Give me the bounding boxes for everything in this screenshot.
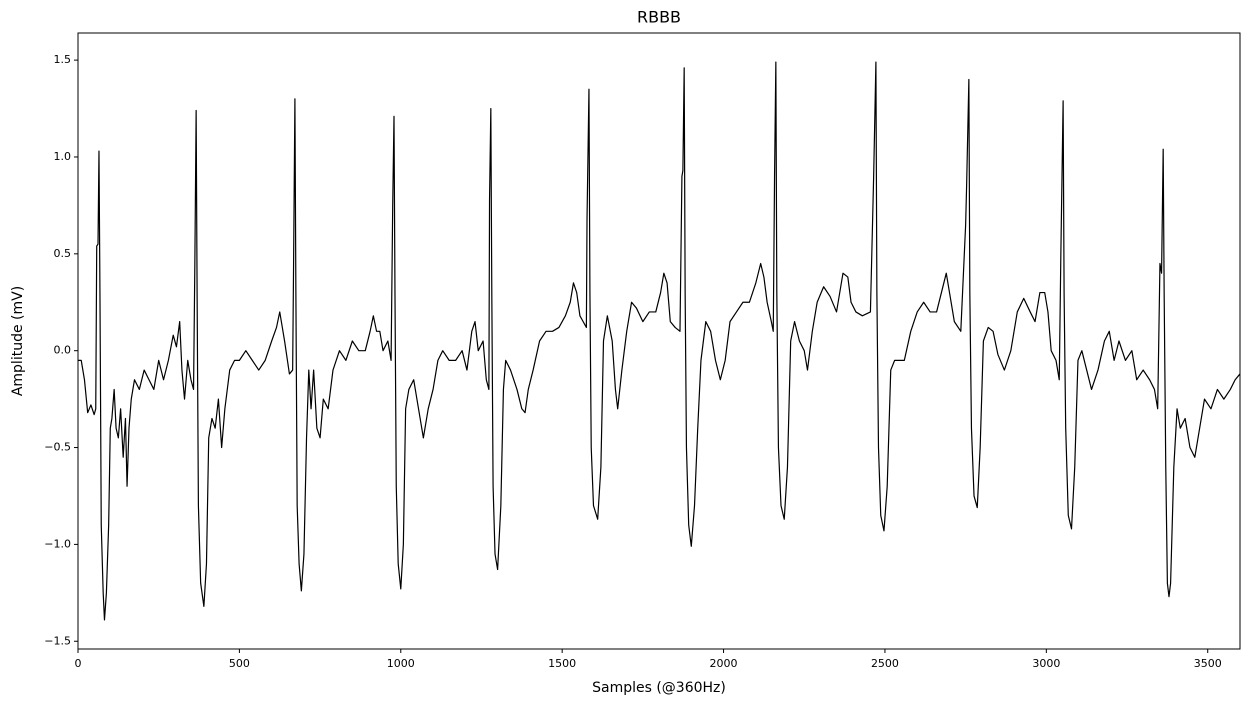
y-tick-label: −1.0 xyxy=(44,537,71,550)
x-axis-label: Samples (@360Hz) xyxy=(592,680,726,696)
x-tick-label: 2500 xyxy=(871,657,899,670)
y-tick-label: 1.5 xyxy=(54,53,72,66)
ecg-line xyxy=(78,61,1241,621)
x-tick-label: 1000 xyxy=(387,657,415,670)
y-tick-label: −1.5 xyxy=(44,634,71,647)
plot-frame xyxy=(77,32,1241,650)
x-tick-label: 0 xyxy=(75,657,82,670)
y-tick-label: −0.5 xyxy=(44,441,71,454)
y-tick-label: 0.0 xyxy=(54,344,72,357)
y-tick-label: 0.5 xyxy=(54,247,72,260)
x-tick-label: 1500 xyxy=(548,657,576,670)
y-tick-label: 1.0 xyxy=(54,150,72,163)
chart-title: RBBB xyxy=(637,8,681,27)
x-tick-label: 500 xyxy=(229,657,250,670)
x-tick-label: 3500 xyxy=(1194,657,1222,670)
y-axis-label: Amplitude (mV) xyxy=(10,286,26,396)
x-tick-label: 3000 xyxy=(1032,657,1060,670)
x-tick-label: 2000 xyxy=(710,657,738,670)
